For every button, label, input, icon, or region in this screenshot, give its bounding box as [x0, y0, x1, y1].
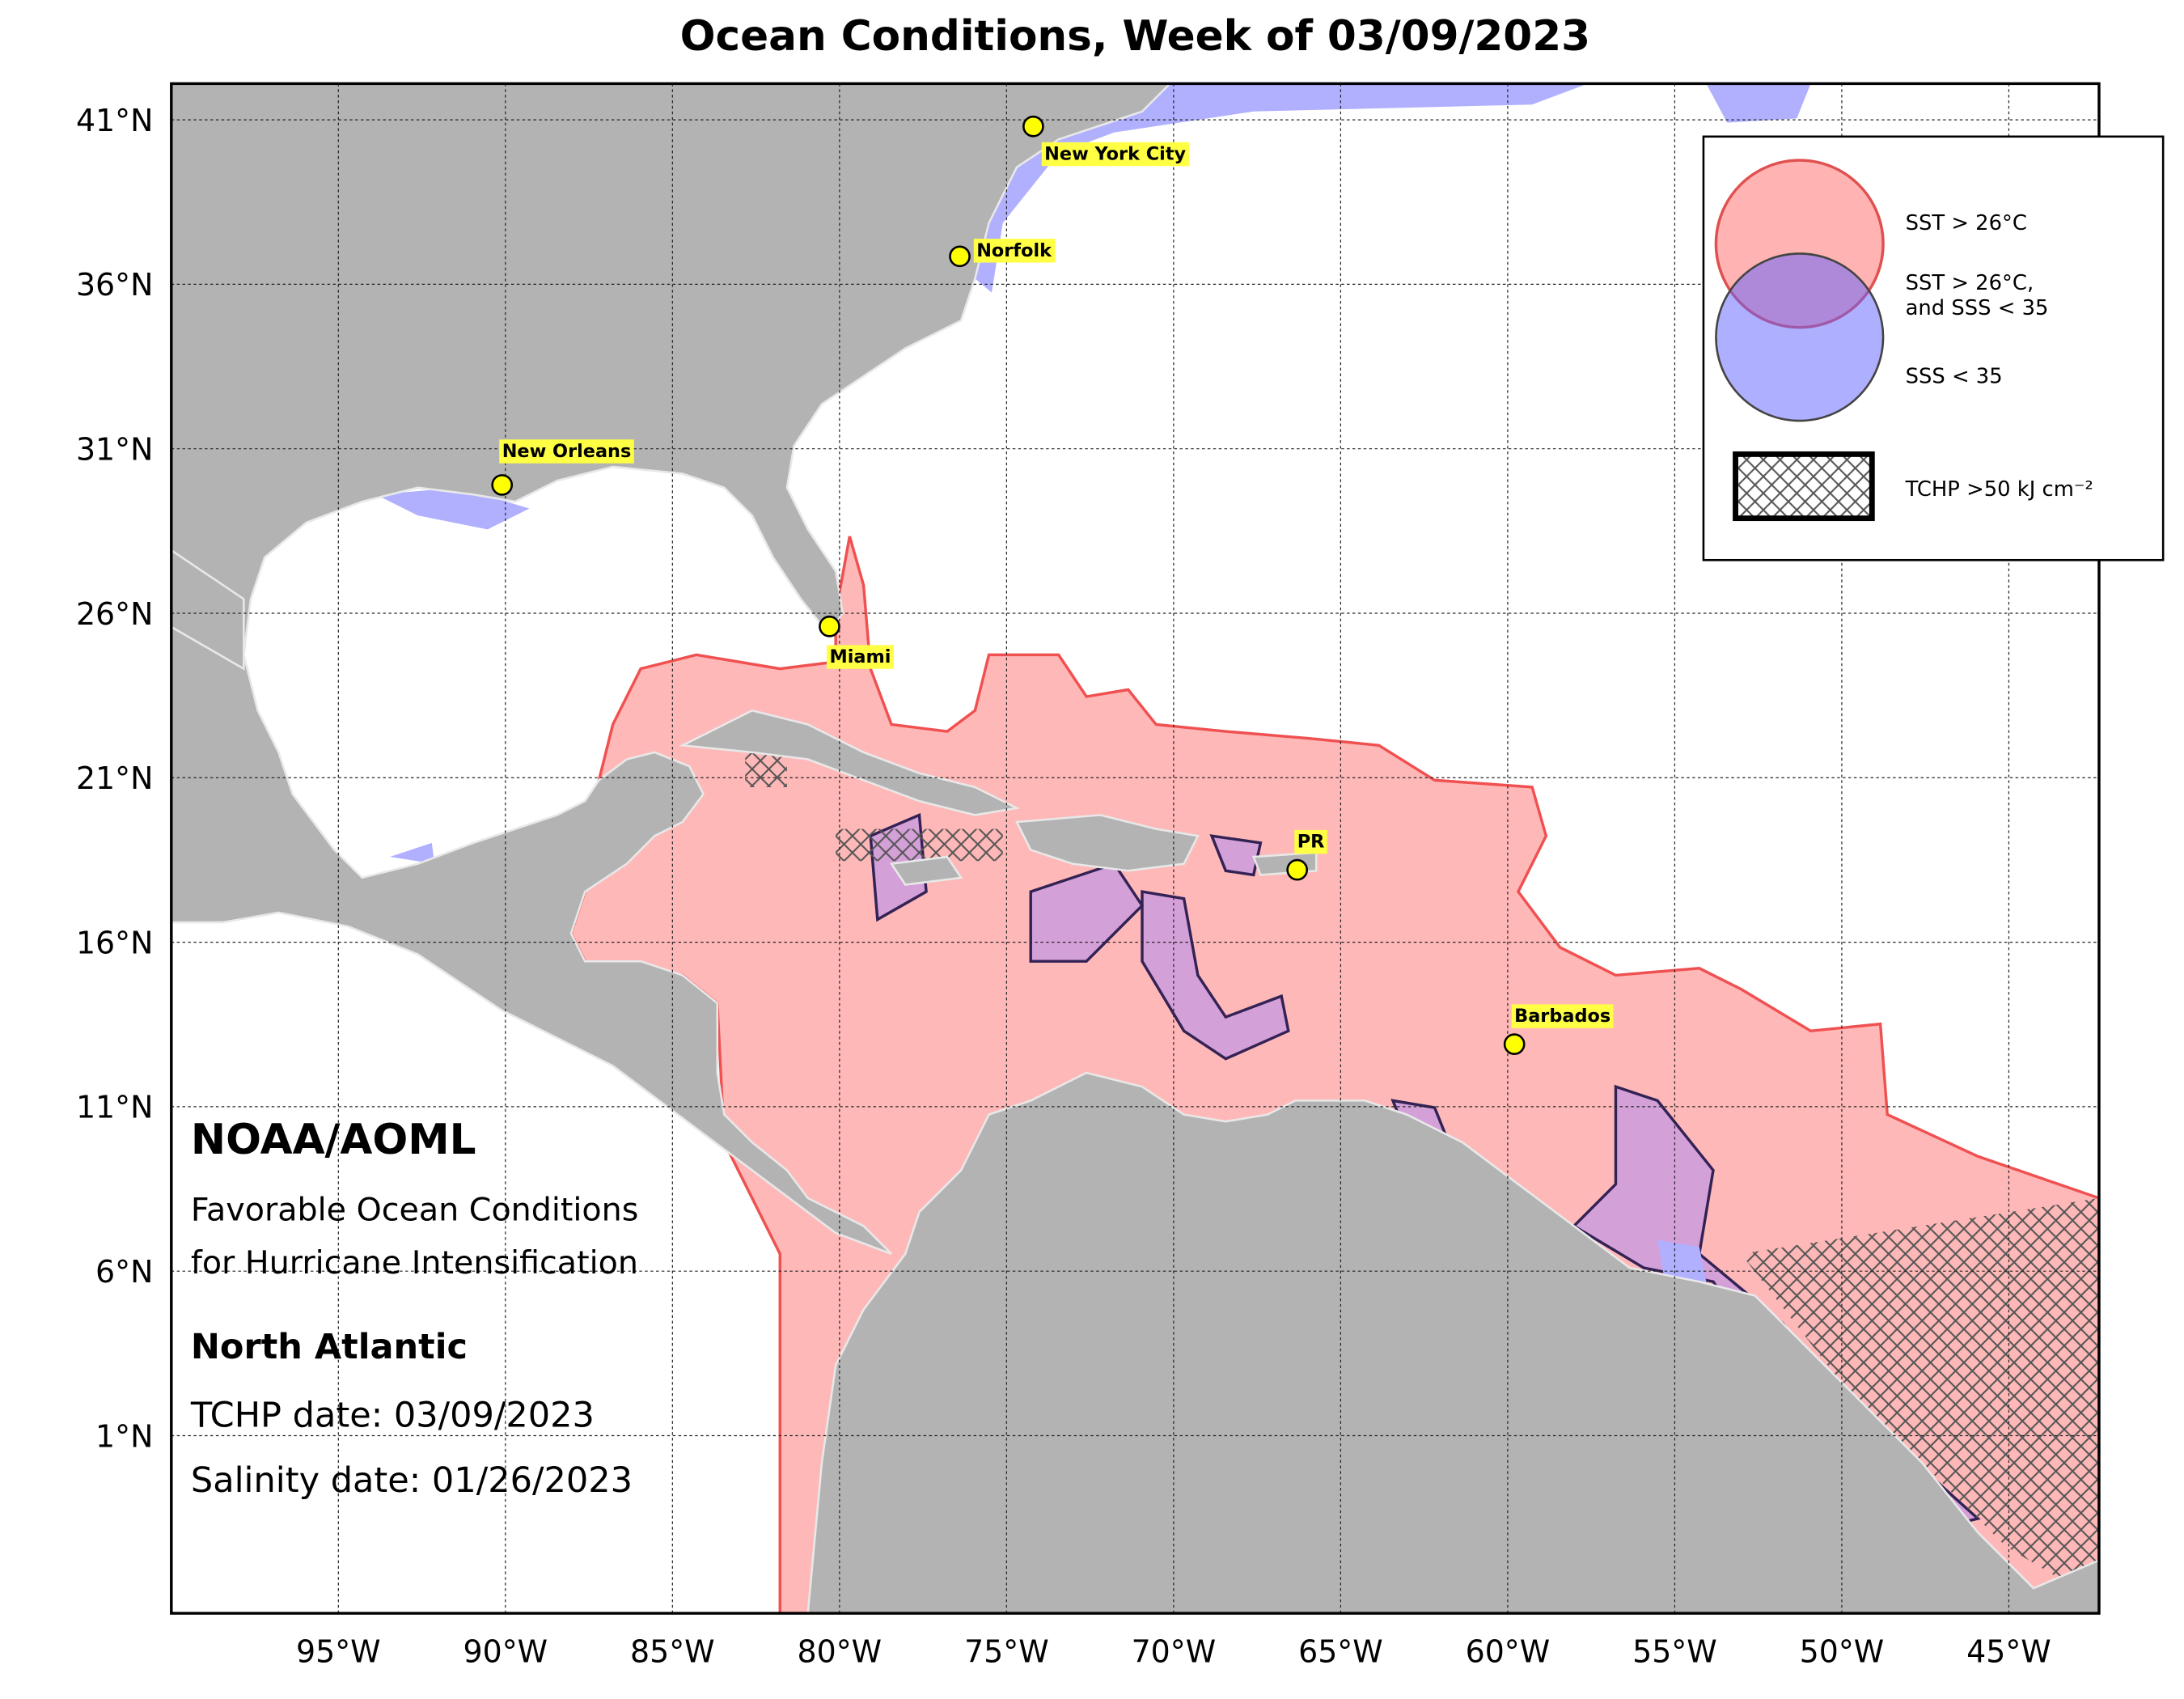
city-label: New Orleans: [502, 441, 632, 462]
lon-tick-label: 55°W: [1632, 1633, 1717, 1669]
legend-label: SST > 26°C,: [1906, 271, 2034, 295]
lon-tick-label: 60°W: [1466, 1633, 1551, 1669]
description-line: for Hurricane Intensification: [191, 1244, 638, 1282]
city-label: Miami: [829, 646, 891, 667]
lon-tick-label: 45°W: [1966, 1633, 2051, 1669]
info-block: NOAA/AOML Favorable Ocean Conditions for…: [190, 1116, 638, 1501]
lon-tick-label: 95°W: [296, 1633, 381, 1669]
salinity-date: Salinity date: 01/26/2023: [191, 1460, 633, 1501]
legend-sss-swatch: [1715, 252, 1885, 422]
lat-tick-label: 6°N: [95, 1254, 153, 1290]
lon-tick-label: 85°W: [630, 1633, 715, 1669]
lon-tick-label: 75°W: [964, 1633, 1049, 1669]
legend-label: SST > 26°C: [1906, 211, 2027, 235]
region: North Atlantic: [191, 1327, 468, 1367]
lat-tick-label: 31°N: [76, 431, 153, 467]
lat-tick-label: 26°N: [76, 596, 153, 632]
city-label-bg: [1294, 829, 1327, 854]
city-label: Barbados: [1514, 1006, 1610, 1027]
city-label: PR: [1297, 832, 1325, 853]
lon-tick-label: 80°W: [798, 1633, 882, 1669]
description-line: Favorable Ocean Conditions: [191, 1191, 638, 1228]
tick-labels: 95°W 90°W 85°W 80°W 75°W 70°W 65°W 60°W 55°W 50°W…: [76, 103, 2051, 1669]
tchp-date: TCHP date: 03/09/2023: [190, 1395, 595, 1435]
land: [171, 83, 2099, 1614]
city-marker: [1022, 115, 1044, 138]
lat-tick-label: 16°N: [76, 925, 153, 960]
high-tchp: [745, 752, 2099, 1603]
title: Ocean Conditions, Week of 03/09/2023: [680, 12, 1590, 61]
city-label-bg: [1041, 142, 1189, 167]
lat-tick-label: 1°N: [95, 1418, 153, 1454]
legend-label: and SSS < 35: [1906, 296, 2049, 320]
cities: New York City Norfolk New Orleans Miami PR Ba…: [491, 115, 1614, 1055]
legend: SST > 26°C SST > 26°C, and SSS < 35 SSS …: [1702, 135, 2165, 561]
lat-tick-label: 41°N: [76, 103, 153, 138]
city-label-bg: [1511, 1004, 1614, 1028]
lat-tick-label: 21°N: [76, 761, 153, 796]
city-marker: [949, 245, 971, 268]
city-label-bg: [973, 239, 1056, 263]
legend-label: TCHP >50 kJ cm⁻²: [1905, 477, 2093, 502]
city-marker: [1286, 858, 1309, 881]
city-label: New York City: [1044, 144, 1186, 165]
lat-tick-label: 36°N: [76, 267, 153, 303]
city-label-bg: [499, 439, 634, 464]
legend-label: SSS < 35: [1906, 365, 2003, 389]
lon-tick-label: 70°W: [1132, 1633, 1217, 1669]
lon-tick-label: 65°W: [1298, 1633, 1383, 1669]
city-marker: [1503, 1033, 1526, 1055]
frame: [170, 82, 2101, 1615]
legend-tchp-swatch: [1733, 451, 1875, 522]
city-label: Norfolk: [976, 240, 1052, 261]
lat-tick-label: 11°N: [76, 1090, 153, 1125]
lon-tick-label: 50°W: [1800, 1633, 1885, 1669]
org: NOAA/AOML: [191, 1116, 476, 1164]
lon-tick-label: 90°W: [463, 1633, 548, 1669]
city-marker: [819, 615, 840, 638]
city-label-bg: [827, 645, 894, 669]
city-marker: [491, 474, 514, 496]
